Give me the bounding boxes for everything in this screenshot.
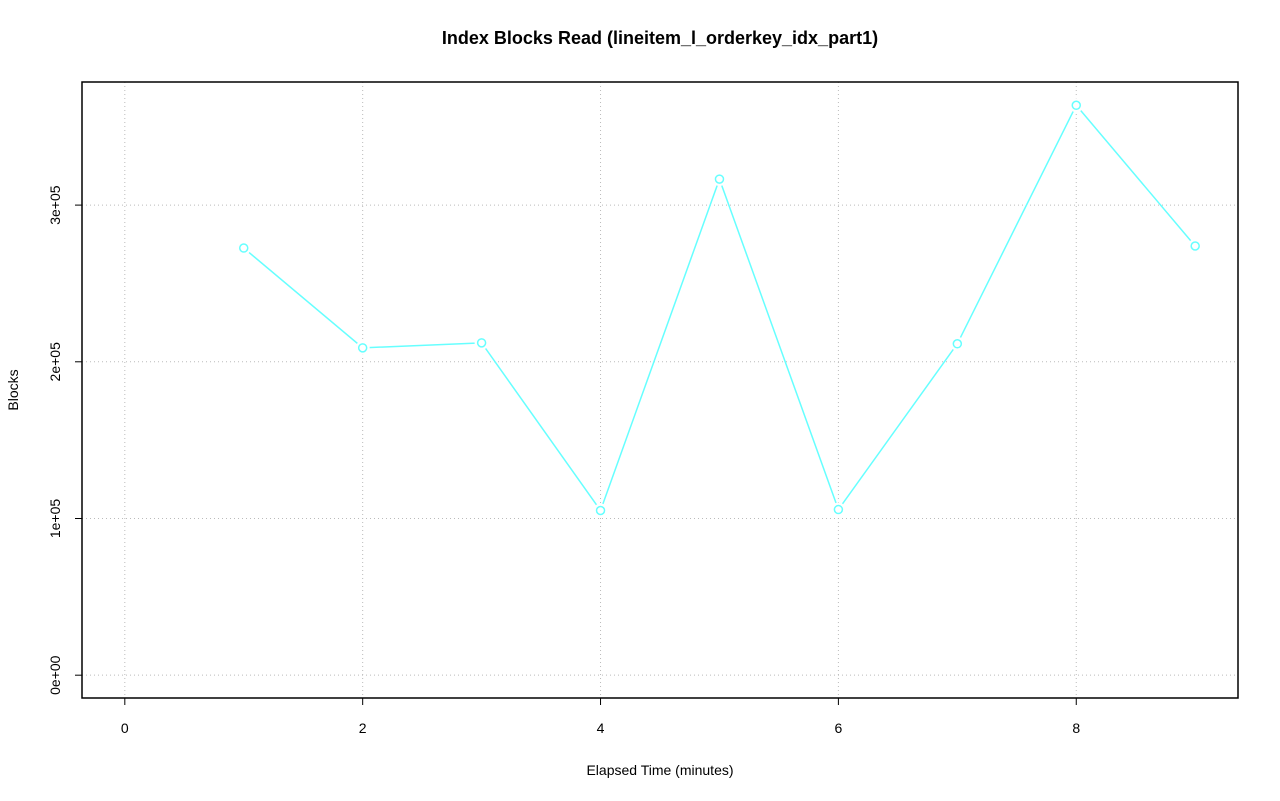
y-tick-label: 1e+05 (47, 499, 63, 539)
data-point-gap (355, 340, 370, 355)
x-tick-label: 0 (121, 720, 129, 736)
chart-title: Index Blocks Read (lineitem_l_orderkey_i… (442, 28, 878, 48)
x-tick-label: 4 (597, 720, 605, 736)
y-tick-label: 3e+05 (47, 185, 63, 225)
data-point (595, 505, 606, 516)
data-point-gap (950, 336, 965, 351)
data-point-gap (1188, 238, 1203, 253)
data-line (243, 103, 1196, 513)
x-tick-label: 2 (359, 720, 367, 736)
data-point-gap (1069, 98, 1084, 113)
y-tick-label: 2e+05 (47, 342, 63, 382)
data-point (357, 343, 368, 353)
y-axis-label: Blocks (5, 369, 21, 410)
y-tick-label: 0e+00 (47, 655, 63, 695)
data-point (476, 338, 487, 348)
data-point (1071, 100, 1082, 111)
data-point (238, 243, 249, 253)
plot-frame (81, 81, 1239, 699)
data-point-gap (831, 502, 846, 517)
data-point-gap (593, 503, 608, 518)
x-tick-label: 6 (834, 720, 842, 736)
data-point-gap (474, 335, 489, 350)
data-point (714, 174, 725, 184)
x-axis-label: Elapsed Time (minutes) (586, 762, 733, 778)
data-point (1190, 241, 1200, 251)
data-point-gap (712, 172, 727, 187)
data-point (833, 504, 844, 515)
data-point (952, 339, 963, 349)
x-tick-label: 8 (1072, 720, 1080, 736)
data-point-gap (236, 241, 251, 256)
